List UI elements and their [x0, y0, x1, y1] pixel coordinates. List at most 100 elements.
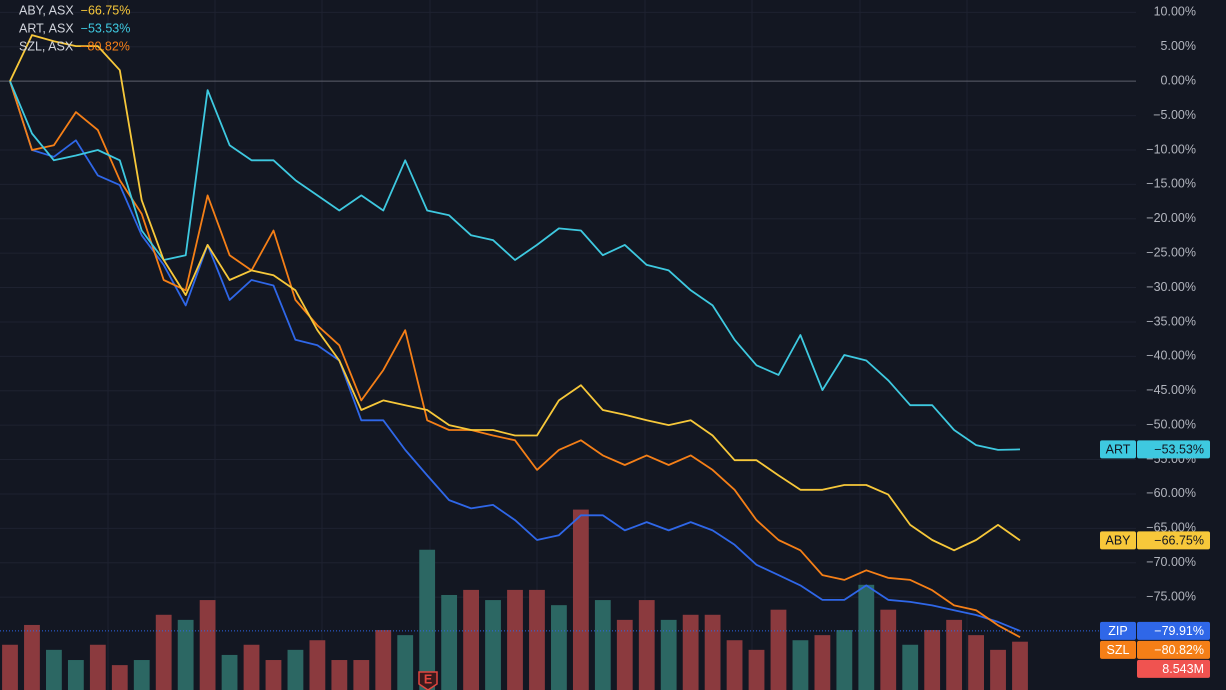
tag-name-box	[1100, 621, 1136, 640]
y-tick-label: −60.00%	[1146, 486, 1196, 500]
volume-bar	[353, 660, 370, 690]
tag-name: ART	[1106, 443, 1131, 457]
y-tick-label: −20.00%	[1146, 211, 1196, 225]
tag-value: −80.82%	[1154, 643, 1204, 657]
volume-bar	[836, 630, 853, 690]
y-tick-label: −5.00%	[1153, 108, 1196, 122]
price-tag: ART −53.53%	[1100, 440, 1210, 459]
volume-tag-value: 8.543M	[1162, 662, 1204, 676]
volume-bar	[375, 630, 392, 690]
volume-bar	[89, 644, 106, 690]
svg-text:E: E	[424, 672, 432, 686]
y-tick-label: −45.00%	[1146, 383, 1196, 397]
volume-bar	[2, 644, 18, 690]
tag-value-box	[1137, 531, 1210, 550]
volume-bar	[265, 660, 282, 690]
lines	[0, 34, 1136, 638]
volume-bar	[748, 649, 765, 690]
tag-name-box	[1100, 640, 1136, 659]
volume	[2, 509, 1028, 690]
tag-value-box	[1137, 440, 1210, 459]
volume-bar	[287, 649, 304, 690]
tag-name: SZL	[1107, 643, 1130, 657]
legend-name: ABY, ASX	[19, 3, 74, 17]
y-tick-label: −40.00%	[1146, 349, 1196, 363]
volume-bar	[902, 644, 919, 690]
y-tick-label: −35.00%	[1146, 314, 1196, 328]
volume-bar	[616, 619, 633, 690]
y-tick-label: −50.00%	[1146, 417, 1196, 431]
y-tick-label: −75.00%	[1146, 589, 1196, 603]
volume-bar	[309, 640, 326, 690]
tag-name-box	[1100, 531, 1136, 550]
y-tick-label: 10.00%	[1154, 5, 1196, 19]
tag-value: −53.53%	[1154, 443, 1204, 457]
price-tag: ABY −66.75%	[1100, 531, 1210, 550]
tag-value-box	[1137, 621, 1210, 640]
volume-bar	[990, 649, 1006, 690]
y-tick-label: −10.00%	[1146, 142, 1196, 156]
tag-name: ZIP	[1108, 624, 1127, 638]
volume-bar	[594, 600, 611, 690]
legend-name: ART, ASX	[19, 21, 74, 35]
grid	[0, 11, 1136, 598]
tag-name: ABY	[1105, 534, 1131, 548]
tag-value: −66.75%	[1154, 534, 1204, 548]
volume-bar	[199, 600, 216, 690]
volume-bar	[485, 600, 501, 690]
volume-bar	[572, 509, 589, 690]
volume-bar	[638, 600, 655, 690]
volume-bar	[968, 635, 984, 690]
volume-bar	[463, 589, 479, 690]
tag-value-box	[1137, 640, 1210, 659]
volume-bar	[133, 660, 150, 690]
volume-bar	[770, 609, 787, 690]
volume-bar	[551, 605, 567, 690]
tag-name-box	[1100, 440, 1136, 459]
volume-bar	[946, 619, 963, 690]
volume-bar	[67, 660, 84, 690]
legend-value: −80.82%	[80, 39, 130, 53]
series-line	[9, 80, 1021, 638]
legend-name: SZL, ASX	[19, 39, 74, 53]
volume-tag-box	[1137, 659, 1210, 678]
volume-bar	[704, 614, 721, 690]
volume-bar	[243, 644, 260, 690]
price-tags: ART −53.53% ABY −66.75% ZIP −79.91% SZL −80.82%…	[1100, 440, 1210, 678]
y-tick-label: −30.00%	[1146, 280, 1196, 294]
y-tick-label: −15.00%	[1146, 177, 1196, 191]
volume-bar	[24, 624, 40, 690]
y-tick-label: −65.00%	[1146, 521, 1196, 535]
volume-bar	[419, 549, 436, 690]
price-tag: ZIP −79.91%	[1100, 621, 1210, 640]
volume-bar	[46, 649, 62, 690]
volume-bar	[177, 619, 194, 690]
series-line	[9, 80, 1021, 451]
volume-bar	[858, 584, 875, 690]
y-tick-label: −70.00%	[1146, 555, 1196, 569]
series-line	[9, 80, 1021, 632]
legend-value: −53.53%	[81, 21, 131, 35]
volume-bar	[441, 594, 458, 690]
volume-bar	[111, 665, 128, 690]
tag-value: −79.91%	[1154, 624, 1204, 638]
volume-bar	[880, 609, 897, 690]
y-tick-label: 0.00%	[1161, 73, 1196, 87]
vertical-grid	[107, 0, 968, 690]
volume-bar	[792, 640, 809, 690]
volume-bar	[726, 640, 743, 690]
volume-bar	[331, 660, 348, 690]
volume-bar	[155, 614, 172, 690]
y-axis: 10.00% 5.00% 0.00% −5.00% −10.00% −15.00% −20.…	[1146, 5, 1196, 604]
volume-bar	[221, 654, 238, 690]
volume-bar	[1012, 641, 1028, 690]
price-tag: SZL −80.82%	[1100, 640, 1210, 659]
y-tick-label: −25.00%	[1146, 245, 1196, 259]
volume-bar	[529, 589, 545, 690]
volume-bar	[660, 619, 677, 690]
volume-bar	[814, 635, 831, 690]
series-line	[9, 34, 1021, 552]
volume-bar	[682, 614, 699, 690]
